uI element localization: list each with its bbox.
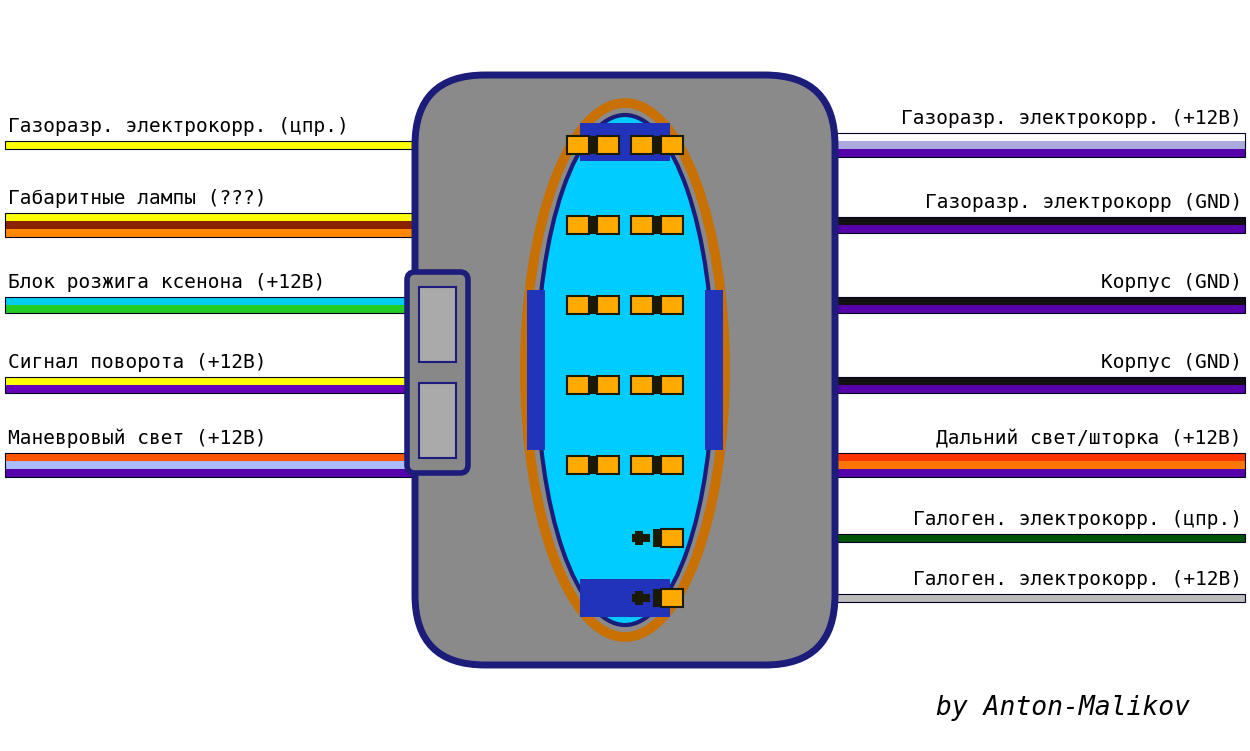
Bar	[580, 123, 670, 161]
Bar	[5, 221, 542, 229]
Text: Газоразр. электрокорр (GND): Газоразр. электрокорр (GND)	[925, 193, 1242, 212]
Bar	[707, 377, 1245, 393]
Bar	[652, 216, 661, 234]
Bar	[589, 376, 598, 394]
Bar	[5, 453, 542, 477]
Text: Галоген. электрокорр. (цпр.): Галоген. электрокорр. (цпр.)	[912, 510, 1242, 529]
Bar	[707, 594, 1245, 602]
Text: Галоген. электрокорр. (+12В): Галоген. электрокорр. (+12В)	[912, 570, 1242, 589]
Bar	[707, 534, 1245, 542]
Bar	[589, 296, 598, 314]
Bar	[568, 376, 589, 394]
Bar	[661, 376, 682, 394]
Bar	[635, 591, 642, 605]
Bar	[5, 377, 542, 385]
Bar	[707, 133, 1245, 141]
Bar	[661, 136, 682, 154]
Bar	[5, 297, 542, 313]
Bar	[652, 376, 661, 394]
Bar	[661, 216, 682, 234]
Bar	[707, 377, 1245, 385]
Bar	[5, 305, 542, 313]
Bar	[631, 456, 652, 474]
Text: Маневровый свет (+12В): Маневровый свет (+12В)	[8, 429, 266, 448]
Bar	[5, 141, 542, 149]
Bar	[707, 461, 1245, 469]
Bar	[707, 225, 1245, 233]
Bar	[589, 216, 598, 234]
Text: Корпус (GND): Корпус (GND)	[1101, 353, 1242, 372]
Bar	[707, 385, 1245, 393]
Bar	[598, 216, 619, 234]
FancyBboxPatch shape	[408, 272, 468, 473]
Bar	[5, 213, 542, 237]
Bar	[568, 216, 589, 234]
Bar	[707, 217, 1245, 233]
Bar	[652, 589, 661, 607]
Bar	[661, 456, 682, 474]
Bar	[707, 469, 1245, 477]
Bar	[652, 456, 661, 474]
Bar	[598, 296, 619, 314]
Bar	[652, 136, 661, 154]
Bar	[652, 529, 661, 547]
Bar	[5, 377, 542, 393]
Bar	[707, 133, 1245, 157]
Bar	[589, 136, 598, 154]
Bar	[5, 213, 542, 221]
Bar	[661, 589, 682, 607]
Text: Габаритные лампы (???): Габаритные лампы (???)	[8, 189, 266, 208]
Text: Газоразр. электрокорр. (цпр.): Газоразр. электрокорр. (цпр.)	[8, 117, 349, 136]
Bar	[568, 136, 589, 154]
Bar	[568, 296, 589, 314]
Bar	[631, 376, 652, 394]
Bar	[631, 136, 652, 154]
Text: Сигнал поворота (+12В): Сигнал поворота (+12В)	[8, 353, 266, 372]
Bar	[580, 579, 670, 617]
Bar	[598, 376, 619, 394]
Bar	[419, 287, 456, 362]
Bar	[661, 529, 682, 547]
Bar	[5, 141, 542, 149]
Bar	[631, 296, 652, 314]
Bar	[5, 469, 542, 477]
Bar	[598, 456, 619, 474]
Text: Газоразр. электрокорр. (+12В): Газоразр. электрокорр. (+12В)	[901, 109, 1242, 128]
Bar	[568, 456, 589, 474]
Bar	[707, 217, 1245, 225]
Bar	[707, 141, 1245, 149]
Bar	[707, 297, 1245, 305]
Bar	[635, 531, 642, 545]
Text: by Anton-Malikov: by Anton-Malikov	[936, 695, 1190, 721]
Bar	[705, 290, 722, 450]
Text: Дальний свет/шторка (+12В): Дальний свет/шторка (+12В)	[936, 429, 1242, 448]
Bar	[707, 534, 1245, 542]
Bar	[631, 216, 652, 234]
Bar	[528, 290, 545, 450]
Bar	[598, 136, 619, 154]
Ellipse shape	[538, 115, 712, 625]
Bar	[652, 296, 661, 314]
Bar	[707, 297, 1245, 313]
Bar	[419, 383, 456, 458]
Bar	[5, 297, 542, 305]
Bar	[5, 461, 542, 469]
Bar	[5, 453, 542, 461]
Text: Корпус (GND): Корпус (GND)	[1101, 273, 1242, 292]
Bar	[707, 149, 1245, 157]
Bar	[707, 453, 1245, 461]
Bar	[707, 453, 1245, 477]
Bar	[632, 534, 650, 542]
Bar	[707, 305, 1245, 313]
Bar	[661, 296, 682, 314]
Bar	[5, 385, 542, 393]
FancyBboxPatch shape	[415, 75, 835, 665]
Bar	[632, 594, 650, 602]
Bar	[5, 229, 542, 237]
Text: Блок розжига ксенона (+12В): Блок розжига ксенона (+12В)	[8, 273, 325, 292]
Bar	[707, 594, 1245, 602]
Bar	[589, 456, 598, 474]
